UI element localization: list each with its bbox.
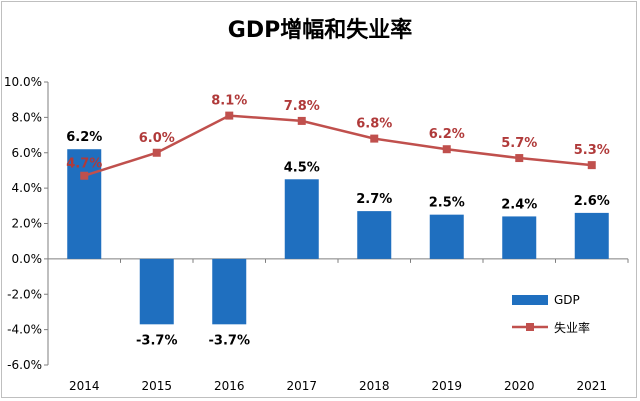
legend-unemployment-label: 失业率	[554, 320, 590, 335]
unemployment-point	[515, 154, 524, 163]
y-tick-label: -6.0%	[7, 358, 42, 372]
unemployment-point	[297, 116, 306, 125]
unemployment-data-label: 5.3%	[574, 143, 610, 158]
gdp-bar	[357, 211, 392, 259]
legend-unemployment-marker	[526, 323, 534, 331]
x-tick-label: 2018	[359, 379, 390, 393]
y-tick-label: 6.0%	[12, 146, 43, 160]
y-axis: 10.0% 8.0% 6.0% 4.0% 2.0% 0.0% -2.0% -4.0% -6.0%	[4, 75, 49, 372]
unemployment-point	[370, 134, 379, 143]
unemployment-data-label: 6.8%	[356, 117, 392, 132]
gdp-data-label: 2.4%	[501, 197, 537, 212]
x-tick-label: 2016	[214, 379, 245, 393]
data-labels: 6.2% -3.7% -3.7% 4.5% 2.7% 2.5% 2.4% 2.6% 4.7% 6.…	[66, 94, 610, 349]
gdp-bar	[502, 216, 537, 259]
unemployment-data-label: 6.0%	[139, 131, 175, 146]
y-tick-label: -4.0%	[7, 323, 42, 337]
legend-gdp-swatch	[512, 295, 548, 305]
unemployment-point	[80, 171, 89, 180]
gdp-bar	[429, 214, 464, 259]
unemployment-point	[442, 145, 451, 154]
gdp-bar	[139, 258, 174, 325]
x-tick-label: 2015	[141, 379, 172, 393]
unemployment-data-label: 8.1%	[211, 94, 247, 109]
legend-gdp-label: GDP	[554, 293, 580, 307]
x-tick-label: 2014	[69, 379, 100, 393]
gdp-bar	[212, 258, 247, 325]
x-tick-label: 2019	[431, 379, 462, 393]
unemployment-data-label: 6.2%	[429, 127, 465, 142]
gdp-data-label: 4.5%	[284, 160, 320, 175]
gdp-data-label: -3.7%	[136, 333, 177, 348]
gdp-data-label: 6.2%	[66, 130, 102, 145]
y-tick-label: 0.0%	[12, 252, 43, 266]
y-tick-label: -2.0%	[7, 287, 42, 301]
x-axis: 2014 2015 2016 2017 2018 2019 2020 2021	[47, 258, 629, 393]
y-tick-label: 4.0%	[12, 181, 43, 195]
unemployment-data-label: 4.7%	[66, 157, 102, 172]
gdp-bar	[574, 212, 609, 259]
gdp-bar-series	[67, 149, 609, 325]
unemployment-point	[152, 148, 161, 157]
gdp-data-label: 2.5%	[429, 196, 465, 211]
y-tick-label: 10.0%	[4, 75, 42, 89]
y-tick-label: 2.0%	[12, 217, 43, 231]
unemployment-point	[225, 111, 234, 120]
gdp-bar	[284, 179, 319, 259]
unemployment-point	[587, 161, 596, 170]
gdp-data-label: 2.7%	[356, 192, 392, 207]
unemployment-data-label: 7.8%	[284, 99, 320, 114]
x-tick-label: 2021	[576, 379, 607, 393]
legend: GDP 失业率	[512, 293, 590, 335]
gdp-data-label: -3.7%	[209, 333, 250, 348]
gdp-bar	[67, 149, 102, 259]
x-tick-label: 2017	[286, 379, 317, 393]
unemployment-line	[83, 114, 592, 177]
unemployment-line-series	[80, 111, 596, 180]
unemployment-data-label: 5.7%	[501, 136, 537, 151]
chart-title: GDP增幅和失业率	[227, 18, 413, 43]
y-tick-label: 8.0%	[12, 110, 43, 124]
gdp-data-label: 2.6%	[574, 194, 610, 209]
x-tick-label: 2020	[504, 379, 535, 393]
